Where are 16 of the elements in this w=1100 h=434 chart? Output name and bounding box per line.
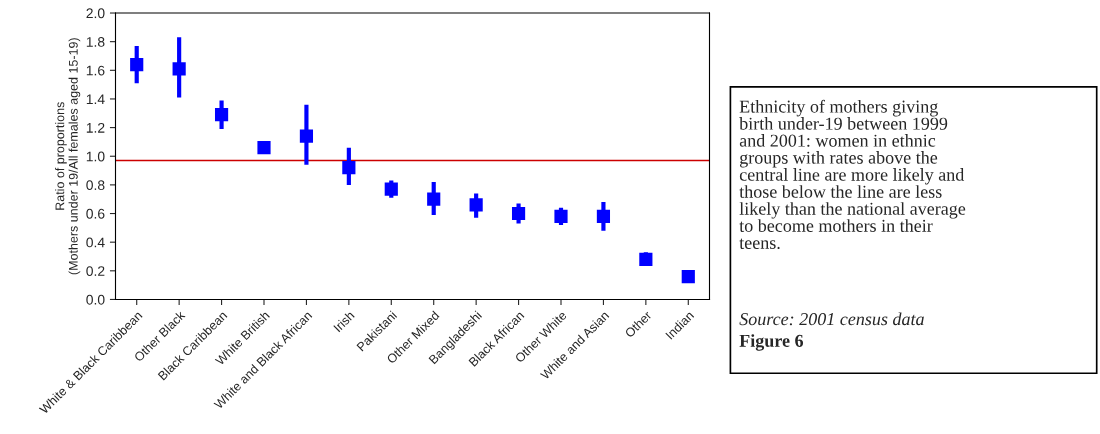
- text: Ethnicity of mothers giving birth under-19 between 1999 and 2001: women in ethnic groups with rates above the central line are more likely and those below the line are less likely than the national average to become mothers in their teens.: [739, 99, 966, 249]
- y-axis-title: Ratio of proportions (Mothers under 19/All females aged 15-19): [55, 38, 81, 275]
- y-tick-label: 0.2: [86, 266, 105, 276]
- y-tick-label: 1.4: [86, 94, 105, 104]
- y-tick-label: 2.0: [86, 8, 105, 19]
- y-tick-label: 0.4: [86, 237, 105, 248]
- caption: Figure 6: [739, 334, 804, 351]
- y-tick-label: 0.0: [86, 294, 105, 305]
- y-tick-label: 1.2: [86, 122, 105, 133]
- y-tick-label: 0.8: [86, 180, 105, 191]
- source-note: Source: 2001 census data: [739, 312, 924, 326]
- y-tick-label: 1.6: [86, 65, 105, 76]
- y-tick-label: 0.6: [86, 208, 105, 219]
- y-tick-label: 1.0: [86, 151, 105, 162]
- x-tick-label: Irish: [332, 310, 355, 333]
- y-tick-label: 1.8: [86, 37, 105, 47]
